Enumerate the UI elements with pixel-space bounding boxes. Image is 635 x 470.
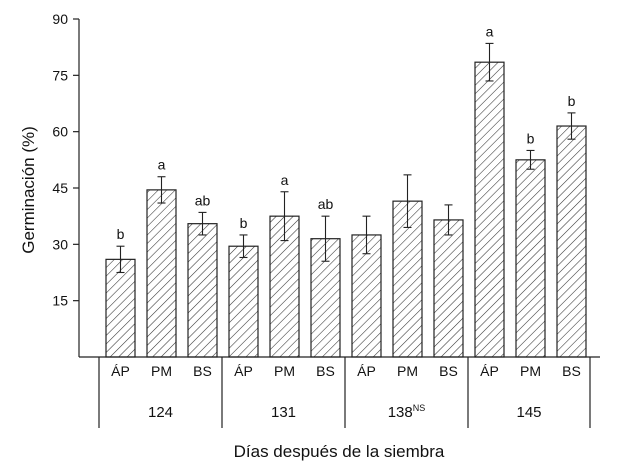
y-tick-label: 15 [52,293,68,309]
category-label: ÁP [234,363,253,379]
category-label: BS [439,363,458,379]
significance-letter: b [240,215,248,231]
bar [433,219,464,358]
category-label: PM [520,363,541,379]
significance-letter: ab [318,196,334,212]
y-tick-label: 75 [52,67,68,83]
category-label: ÁP [357,363,376,379]
significance-letter: a [281,172,289,188]
group-label: 145 [516,404,541,421]
significance-letter: b [117,226,125,242]
bar [146,189,177,358]
category-label: PM [151,363,172,379]
y-tick-label: 30 [52,236,68,252]
x-axis: ÁP PM BS 124 ÁP PM BS 131 ÁP PM BS 138NS ÁP PM BS 145 [79,356,600,428]
category-label: PM [397,363,418,379]
group-label: 138NS [388,403,426,421]
significance-letter: b [568,93,576,109]
bar [515,159,546,358]
bar [474,61,505,358]
y-tick-label: 90 [52,11,68,27]
bar [228,245,259,358]
bar [105,258,136,358]
significance-letter: a [486,23,494,39]
significance-letter: ab [195,192,211,208]
group-label: 131 [271,404,296,421]
group-label-superscript: NS [413,403,426,413]
y-axis-label: Germinación (%) [19,126,38,254]
bar [187,223,218,358]
category-label: BS [562,363,581,379]
significance-letter: b [527,130,535,146]
category-label: ÁP [111,363,130,379]
y-tick-label: 60 [52,124,68,140]
y-axis: 15 30 45 60 75 90 [52,11,80,357]
category-label: ÁP [480,363,499,379]
category-label: PM [274,363,295,379]
y-tick-label: 45 [52,180,68,196]
x-axis-label: Días después de la siembra [234,442,445,461]
category-label: BS [316,363,335,379]
group-label: 124 [148,404,173,421]
category-label: BS [193,363,212,379]
bar [556,125,587,358]
significance-letter: a [158,157,166,173]
